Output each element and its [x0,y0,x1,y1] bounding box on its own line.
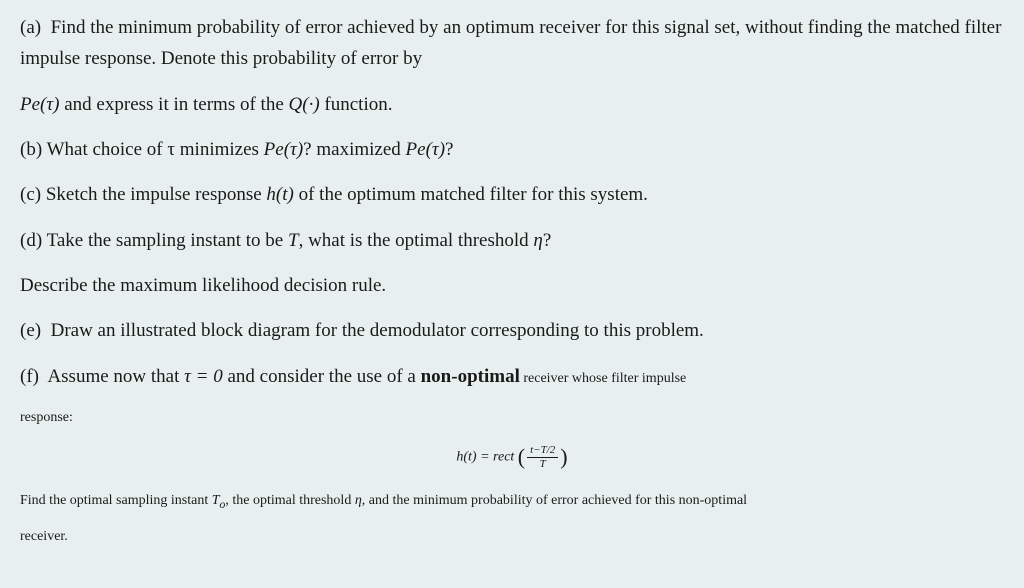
fraction-num: t−T/2 [527,445,558,458]
part-b: (b) What choice of τ minimizes Pe(τ)? ma… [20,134,1004,165]
part-d-line2: Describe the maximum likelihood decision… [20,270,1004,301]
part-a-mid: and express it in terms of the [60,94,289,115]
part-d: (d) Take the sampling instant to be T, w… [20,225,1004,256]
part-e-text: Draw an illustrated block diagram for th… [51,320,704,341]
part-f-response: response: [20,406,1004,429]
formula-lhs: h(t) [456,450,476,465]
formula-fn: rect [493,450,518,465]
f2-mid2: , and the minimum probability of error a… [362,493,747,508]
part-c-suffix: of the optimum matched filter for this s… [294,184,648,205]
part-f-mid: and consider the use of a [223,366,421,387]
f2-mid1: , the optimal threshold [225,493,354,508]
T-var: T [288,230,299,251]
response-text: response: [20,410,73,425]
To-var: To [212,493,226,508]
lparen: ( [518,444,525,469]
part-a-label: (a) [20,17,41,38]
f2-prefix: Find the optimal sampling instant [20,493,212,508]
formula-eq: = [477,450,493,465]
part-f-tail: receiver whose filter impulse [520,371,686,386]
rparen: ) [560,444,567,469]
f3-text: receiver. [20,529,68,544]
part-c-label: (c) [20,184,41,205]
part-f-label: (f) [20,366,39,387]
part-e: (e) Draw an illustrated block diagram fo… [20,315,1004,346]
part-a: (a) Find the minimum probability of erro… [20,12,1004,75]
eta-var-2: η [355,493,362,508]
part-c-prefix: Sketch the impulse response [46,184,267,205]
part-d-suffix: ? [543,230,551,251]
eta-var: η [533,230,542,251]
part-f-prefix: Assume now that [47,366,184,387]
part-b-suffix: ? [445,139,453,160]
part-d-mid: , what is the optimal threshold [299,230,534,251]
non-optimal: non-optimal [421,366,520,387]
part-e-label: (e) [20,320,41,341]
fraction-den: T [527,458,558,470]
tau-zero: τ = 0 [184,366,223,387]
part-b-mid: ? maximized [303,139,405,160]
part-f-line3: receiver. [20,525,1004,548]
part-a-suffix: function. [320,94,393,115]
part-f-line2: Find the optimal sampling instant To, th… [20,489,1004,514]
part-f: (f) Assume now that τ = 0 and consider t… [20,361,1004,392]
pe-tau-2: Pe(τ) [406,139,446,160]
part-b-label: (b) [20,139,42,160]
part-d-prefix: Take the sampling instant to be [47,230,288,251]
formula: h(t) = rect (t−T/2T) [20,439,1004,475]
ht: h(t) [266,184,293,205]
part-d-label: (d) [20,230,42,251]
pe-tau-1: Pe(τ) [264,139,304,160]
part-a-text: Find the minimum probability of error ac… [20,17,1001,69]
part-d-text2: Describe the maximum likelihood decision… [20,275,386,296]
fraction: t−T/2T [527,445,558,470]
part-c: (c) Sketch the impulse response h(t) of … [20,179,1004,210]
part-a-line2: Pe(τ) and express it in terms of the Q(·… [20,89,1004,120]
q-dot: Q(·) [289,94,320,115]
pe-tau: Pe(τ) [20,94,60,115]
part-b-prefix: What choice of τ minimizes [47,139,264,160]
